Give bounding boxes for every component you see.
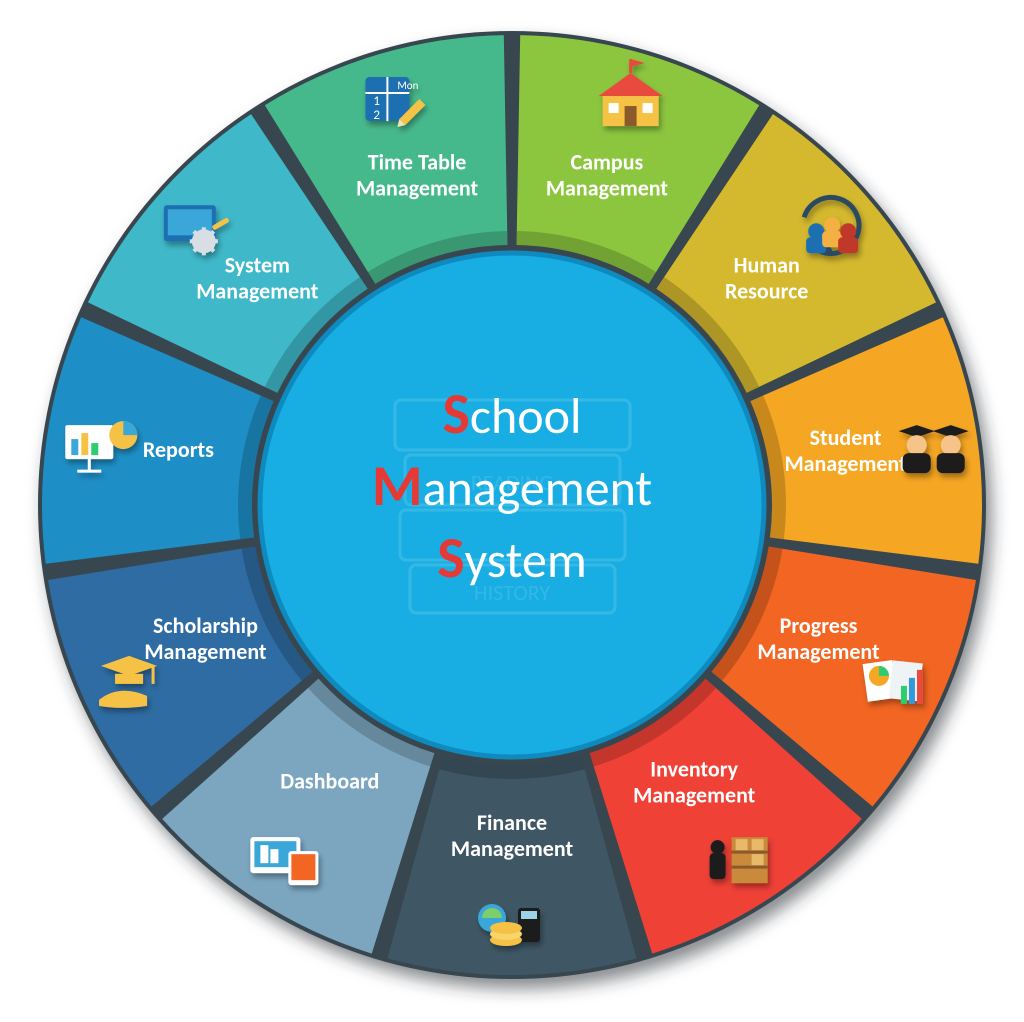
warehouse-icon	[710, 837, 768, 883]
svg-text:Mon: Mon	[397, 79, 418, 92]
svg-text:1: 1	[373, 94, 380, 109]
segment-hr-label: HumanResource	[725, 251, 808, 304]
charts-docs-icon	[863, 660, 923, 704]
segment-inventory-label: InventoryManagement	[633, 756, 756, 809]
segment-timetable-label: Time TableManagement	[356, 149, 479, 202]
segment-dashboard-label: Dashboard	[280, 768, 379, 795]
segment-reports-label: Reports	[143, 436, 214, 463]
sms-radial-diagram: CampusManagement HumanResource StudentMa…	[0, 0, 1024, 1022]
center-title-line-1: Management	[372, 450, 652, 521]
center-title-line-2: System	[437, 522, 587, 593]
svg-text:2: 2	[373, 108, 380, 123]
segment-scholarship-label: ScholarshipManagement	[144, 612, 267, 665]
center-title-line-0: School	[442, 378, 581, 449]
